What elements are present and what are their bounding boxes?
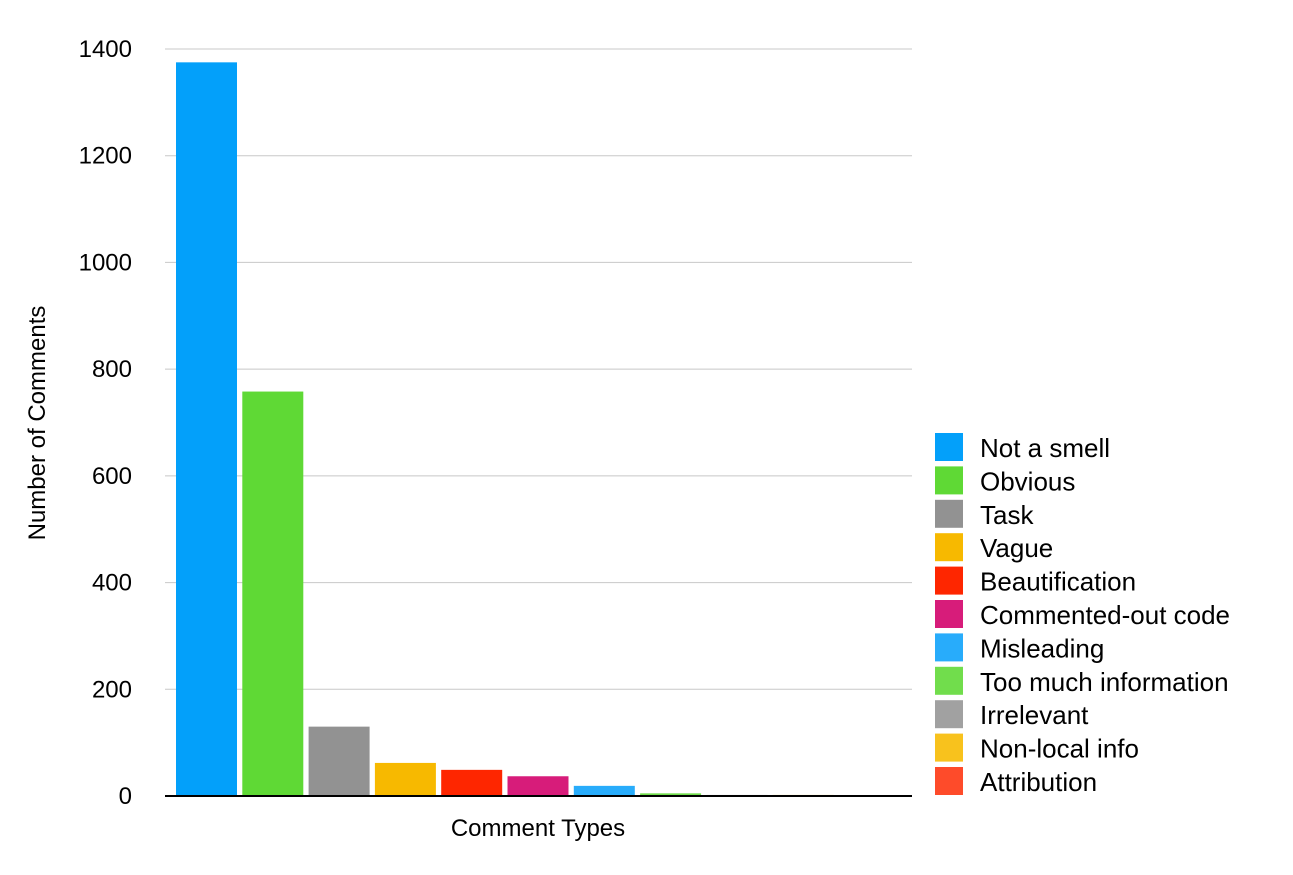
y-axis-title: Number of Comments — [24, 306, 51, 541]
legend-swatch — [935, 666, 963, 695]
legend-label: Misleading — [980, 633, 1104, 663]
x-axis-title: Comment Types — [451, 815, 625, 842]
legend-swatch — [935, 767, 963, 795]
legend-label: Commented-out code — [980, 600, 1230, 630]
legend-swatch — [935, 566, 963, 595]
legend-label: Non-local info — [980, 734, 1139, 764]
legend-swatch — [935, 499, 963, 528]
bar-not-a-smell — [176, 62, 237, 796]
bars — [176, 62, 834, 796]
legend-swatch — [935, 466, 963, 495]
bar-misleading — [573, 785, 635, 796]
legend-label: Task — [980, 500, 1034, 530]
legend-label: Beautification — [980, 567, 1136, 597]
bar-task — [308, 726, 370, 796]
legend-label: Not a smell — [980, 433, 1110, 463]
bar-beautification — [441, 769, 503, 796]
y-tick-label: 800 — [92, 356, 132, 383]
legend-label: Attribution — [980, 767, 1097, 797]
legend-label: Vague — [980, 533, 1053, 563]
y-tick-label: 1200 — [79, 143, 132, 170]
y-tick-label: 1400 — [79, 36, 132, 63]
y-tick-label: 1000 — [79, 249, 132, 276]
bar-too-much-information — [640, 793, 702, 796]
legend-swatch — [935, 433, 963, 461]
y-tick-label: 200 — [92, 676, 132, 703]
legend-swatch — [935, 700, 963, 729]
bar-commented-out-code — [507, 776, 569, 796]
y-axis-ticks: 0 200 400 600 800 1000 1200 1400 — [79, 36, 132, 810]
y-tick-label: 400 — [92, 570, 132, 597]
y-tick-label: 0 — [119, 783, 132, 810]
bar-vague — [374, 762, 436, 796]
legend-label: Too much information — [980, 667, 1229, 697]
legend-swatch — [935, 533, 963, 562]
bar-obvious — [242, 391, 304, 796]
legend-swatch — [935, 633, 963, 662]
y-tick-label: 600 — [92, 463, 132, 490]
legend-label: Irrelevant — [980, 700, 1089, 730]
legend-label: Obvious — [980, 466, 1075, 496]
legend-swatch — [935, 600, 963, 628]
legend-swatch — [935, 733, 963, 762]
